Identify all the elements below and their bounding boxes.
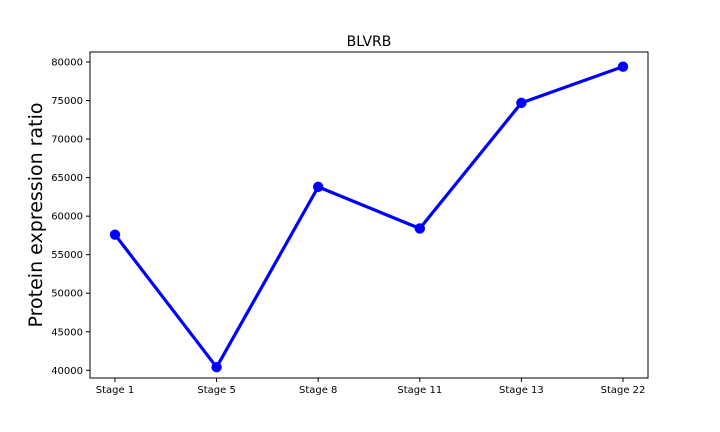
y-tick-label: 50000 bbox=[51, 289, 83, 300]
y-axis: 40000 45000 50000 55000 60000 65000 70000 75000… bbox=[51, 58, 90, 377]
x-tick-label: Stage 1 bbox=[96, 385, 134, 396]
data-point bbox=[211, 362, 222, 373]
y-axis-label: Protein expression ratio bbox=[25, 103, 47, 328]
y-tick-label: 75000 bbox=[51, 96, 83, 107]
plot-frame bbox=[89, 51, 649, 379]
y-tick-label: 40000 bbox=[51, 366, 83, 377]
data-point bbox=[414, 223, 425, 234]
y-tick-label: 65000 bbox=[51, 173, 83, 184]
y-tick-label: 45000 bbox=[51, 327, 83, 338]
x-axis: Stage 1 Stage 5 Stage 8 Stage 11 Stage 13 Sta… bbox=[96, 378, 646, 396]
x-tick-label: Stage 5 bbox=[197, 385, 235, 396]
series-layer bbox=[109, 61, 629, 373]
data-point bbox=[516, 97, 527, 109]
y-tick-label: 70000 bbox=[51, 135, 83, 146]
x-tick-label: Stage 22 bbox=[601, 385, 646, 396]
x-tick-label: Stage 11 bbox=[397, 385, 442, 396]
x-tick-label: Stage 8 bbox=[299, 385, 337, 396]
y-tick-label: 80000 bbox=[51, 58, 83, 69]
y-tick-label: 60000 bbox=[51, 212, 83, 223]
x-tick-label: Stage 13 bbox=[499, 385, 544, 396]
y-tick-label: 55000 bbox=[51, 250, 83, 261]
series-line bbox=[113, 65, 625, 369]
data-point bbox=[313, 181, 324, 193]
data-point bbox=[617, 61, 629, 72]
data-point bbox=[109, 229, 121, 240]
chart-title: BLVRB bbox=[347, 34, 392, 50]
